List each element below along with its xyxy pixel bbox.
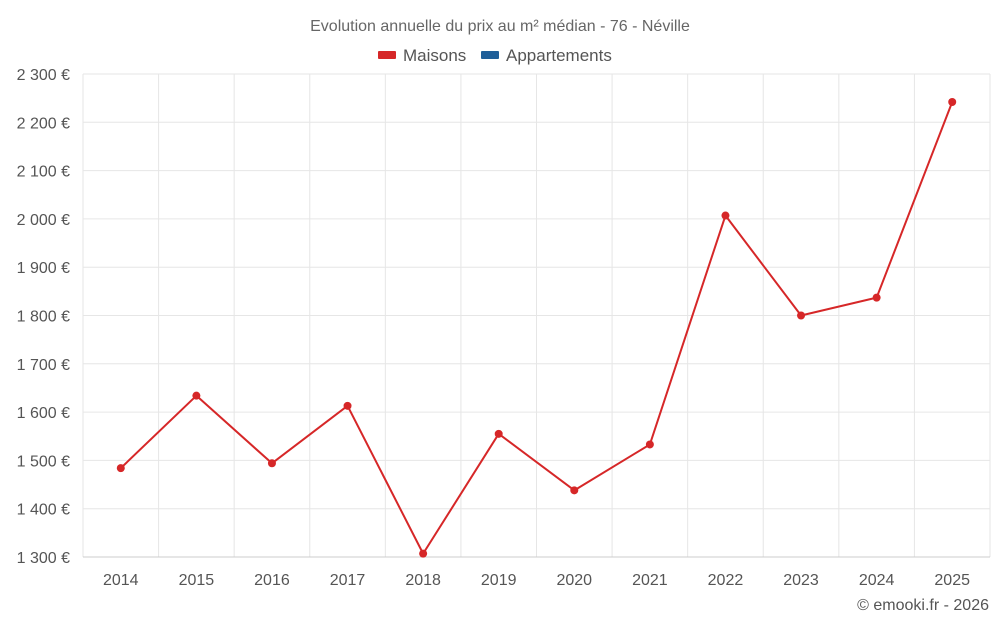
legend-item-appartements[interactable]: Appartements xyxy=(481,46,612,65)
data-point-maisons[interactable] xyxy=(645,440,654,449)
x-tick-label: 2016 xyxy=(254,572,290,589)
y-tick-label: 2 100 € xyxy=(17,164,70,181)
y-tick-label: 2 000 € xyxy=(17,212,70,229)
y-tick-label: 2 200 € xyxy=(17,115,70,132)
legend-label-maisons: Maisons xyxy=(403,46,466,65)
data-point-maisons[interactable] xyxy=(116,464,125,473)
legend-label-appartements: Appartements xyxy=(506,46,612,65)
y-tick-label: 1 800 € xyxy=(17,309,70,326)
data-point-maisons[interactable] xyxy=(267,459,276,468)
x-tick-label: 2022 xyxy=(708,572,744,589)
legend-swatch-appartements xyxy=(481,51,499,59)
series-maisons xyxy=(116,98,957,558)
y-tick-label: 1 900 € xyxy=(17,260,70,277)
x-tick-label: 2015 xyxy=(179,572,215,589)
x-tick-label: 2018 xyxy=(405,572,441,589)
legend-item-maisons[interactable]: Maisons xyxy=(378,46,466,65)
series-line-maisons xyxy=(120,101,954,555)
data-point-maisons[interactable] xyxy=(797,311,806,320)
x-tick-label: 2020 xyxy=(556,572,592,589)
y-axis-labels: 1 300 € 1 400 € 1 500 € 1 600 € 1 700 € 1 800… xyxy=(17,67,70,567)
y-tick-label: 1 300 € xyxy=(17,550,70,567)
legend-swatch-maisons xyxy=(378,51,396,59)
y-tick-label: 1 700 € xyxy=(17,357,70,374)
data-point-maisons[interactable] xyxy=(872,293,881,302)
x-tick-label: 2014 xyxy=(103,572,139,589)
credit-text: © emooki.fr - 2026 xyxy=(857,597,989,614)
y-tick-label: 2 300 € xyxy=(17,67,70,84)
legend: Maisons Appartements xyxy=(378,46,612,65)
data-point-maisons[interactable] xyxy=(570,486,579,495)
x-tick-label: 2024 xyxy=(859,572,895,589)
data-point-maisons[interactable] xyxy=(721,211,730,220)
x-tick-label: 2023 xyxy=(783,572,819,589)
data-point-maisons[interactable] xyxy=(419,549,428,558)
data-point-maisons[interactable] xyxy=(192,391,201,400)
x-tick-label: 2025 xyxy=(934,572,970,589)
x-tick-label: 2021 xyxy=(632,572,668,589)
y-tick-label: 1 500 € xyxy=(17,453,70,470)
x-axis-labels: 2014 2015 2016 2017 2018 2019 2020 2021 2022 2023… xyxy=(103,572,970,589)
data-point-maisons[interactable] xyxy=(343,401,352,410)
y-tick-label: 1 600 € xyxy=(17,405,70,422)
y-tick-label: 1 400 € xyxy=(17,502,70,519)
x-tick-label: 2017 xyxy=(330,572,366,589)
chart-title: Evolution annuelle du prix au m² médian … xyxy=(310,18,690,35)
x-tick-label: 2019 xyxy=(481,572,517,589)
data-point-maisons[interactable] xyxy=(494,429,503,438)
data-point-maisons[interactable] xyxy=(948,98,957,107)
y-grid xyxy=(83,73,990,510)
